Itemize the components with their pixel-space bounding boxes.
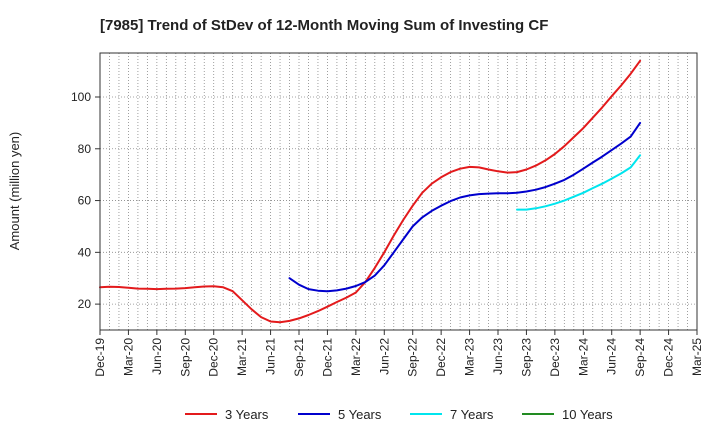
x-tick-label: Dec-21 — [320, 338, 334, 377]
x-tick-label: Jun-21 — [264, 338, 278, 375]
x-tick-label: Jun-24 — [605, 338, 619, 375]
x-tick-label: Sep-24 — [633, 338, 647, 377]
legend-label: 3 Years — [225, 407, 269, 422]
legend: 3 Years 5 Years 7 Years 10 Years — [185, 407, 613, 422]
y-tick-label: 80 — [78, 142, 92, 156]
x-tick-label: Mar-25 — [690, 338, 704, 376]
x-tick-label: Mar-22 — [349, 338, 363, 376]
series-line-5-years — [288, 121, 642, 293]
y-axis-label: Amount (million yen) — [7, 132, 22, 251]
x-tick-label: Mar-23 — [463, 338, 477, 376]
y-tick-label: 100 — [71, 90, 91, 104]
x-tick-label: Mar-24 — [576, 338, 590, 376]
x-tick-label: Jun-20 — [150, 338, 164, 375]
y-tick-label: 20 — [78, 297, 92, 311]
series-line-3-years — [99, 59, 642, 324]
series-lines — [99, 59, 642, 324]
x-axis-ticks: Dec-19 Mar-20 Jun-20 Sep-20 Dec-20 Mar-21 Jun-… — [93, 330, 704, 377]
legend-label: 10 Years — [562, 407, 613, 422]
x-tick-label: Dec-20 — [207, 338, 221, 377]
x-tick-label: Dec-23 — [548, 338, 562, 377]
x-tick-label: Sep-22 — [406, 338, 420, 377]
y-tick-label: 40 — [78, 245, 92, 259]
x-tick-label: Sep-23 — [519, 338, 533, 377]
grid — [99, 53, 698, 330]
x-tick-label: Mar-20 — [121, 338, 135, 376]
chart-title: [7985] Trend of StDev of 12-Month Moving… — [100, 17, 548, 34]
x-tick-label: Jun-22 — [377, 338, 391, 375]
x-tick-label: Dec-22 — [434, 338, 448, 377]
y-axis-ticks: 20 40 60 80 100 — [71, 90, 100, 311]
x-tick-label: Mar-21 — [235, 338, 249, 376]
x-tick-label: Dec-19 — [93, 338, 107, 377]
x-tick-label: Jun-23 — [491, 338, 505, 375]
y-tick-label: 60 — [78, 194, 92, 208]
plot-frame — [99, 52, 698, 331]
legend-label: 5 Years — [338, 407, 382, 422]
legend-label: 7 Years — [450, 407, 494, 422]
x-tick-label: Dec-24 — [662, 338, 676, 377]
x-tick-label: Sep-20 — [178, 338, 192, 377]
series-line-7-years — [516, 154, 642, 211]
x-tick-label: Sep-21 — [292, 338, 306, 377]
